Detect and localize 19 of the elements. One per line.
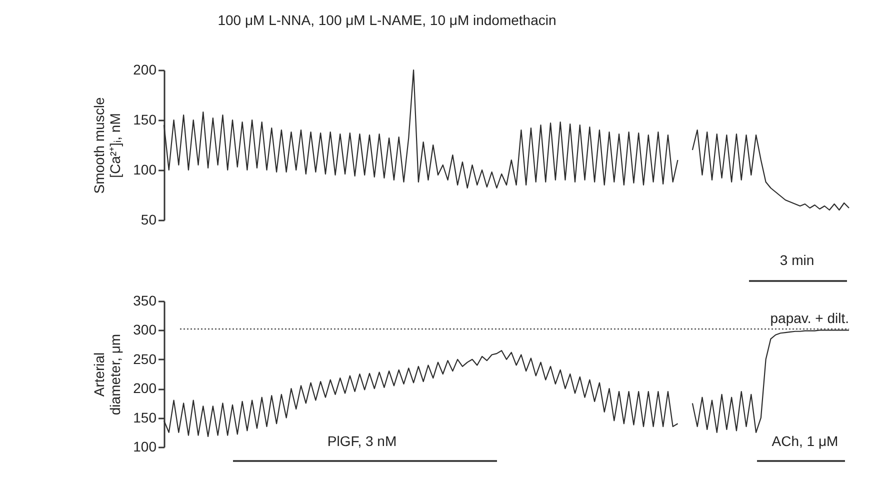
y-tick-label: 100 [133,162,157,178]
y-tick-label: 200 [133,62,157,78]
y-axis-title: Smooth muscle [Ca²⁺]ᵢ, nM [91,97,124,194]
y-tick-label: 350 [133,292,157,308]
y-tick-label: 300 [133,322,157,338]
annotation: PlGF, 3 nM [327,433,397,449]
line-series [692,330,850,433]
y-tick-label: 100 [133,438,157,454]
ref-line-label: papav. + dilt. [770,310,849,326]
y-tick-label: 50 [140,212,157,228]
y-tick-label: 150 [133,112,157,128]
y-tick-label: 150 [133,409,157,426]
y-tick-label: 250 [133,350,157,367]
y-axis-title: Arterial diameter, μm [91,334,124,416]
line-series [692,129,850,211]
text: 3 min [780,252,814,268]
text: 100 μM L-NNA, 100 μM L-NAME, 10 μM indomethacin [218,12,556,28]
annotation: ACh, 1 μM [772,433,838,449]
y-tick-label: 200 [133,380,157,396]
